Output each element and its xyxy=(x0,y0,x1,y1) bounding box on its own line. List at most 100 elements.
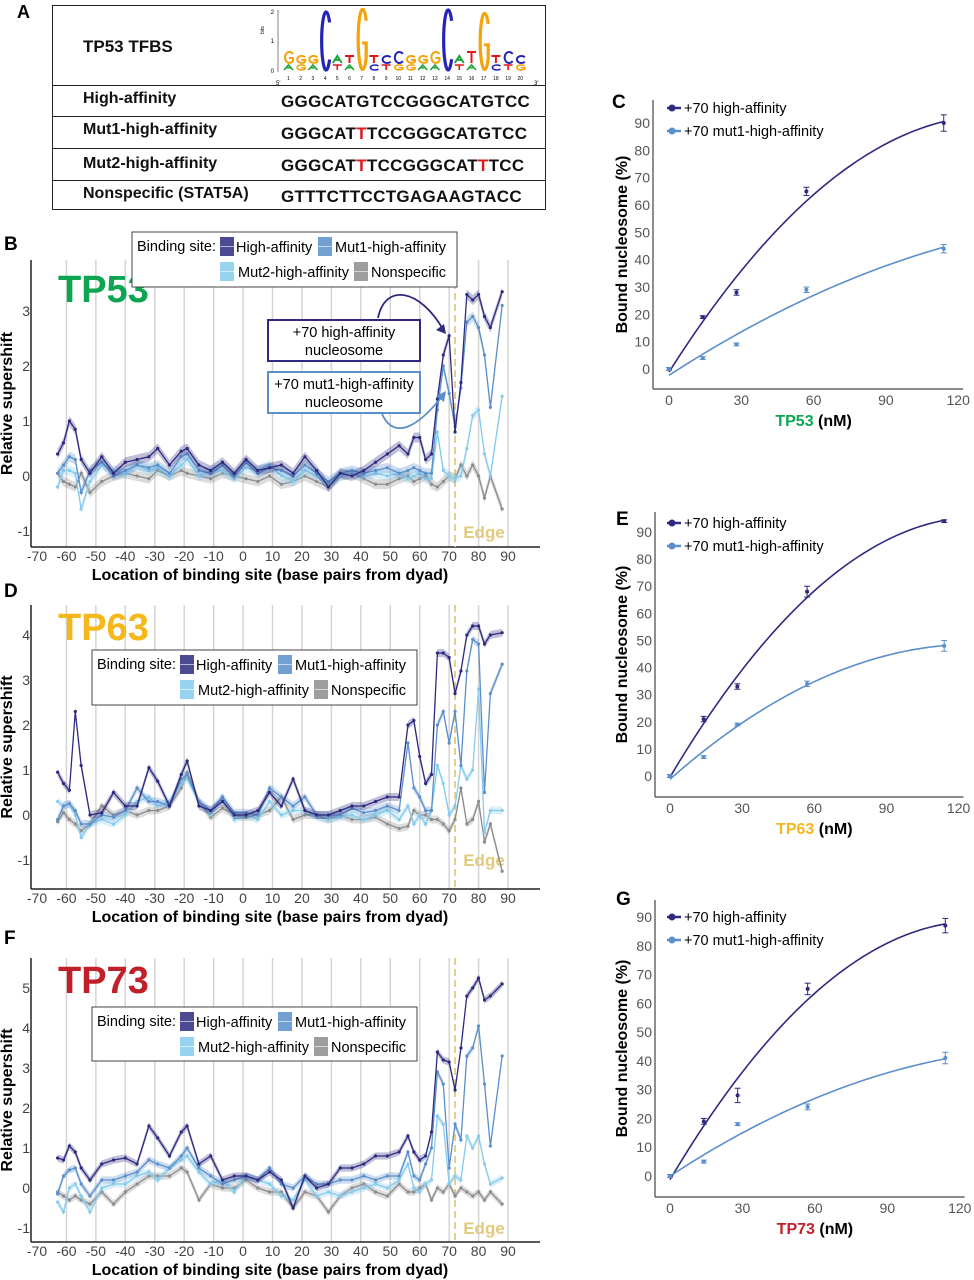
data-point xyxy=(147,766,151,770)
panel-g-chart: 0 10 20 30 40 50 60 70 80 90 0 30 60 90 120 TP73 (nM) Bo… xyxy=(614,900,972,1238)
data-point xyxy=(156,1162,160,1166)
data-point xyxy=(73,709,77,714)
data-point xyxy=(100,1190,104,1194)
data-point xyxy=(412,479,416,484)
data-point xyxy=(135,463,139,467)
x-tick-label: 30 xyxy=(734,800,750,816)
data-point xyxy=(256,471,260,475)
data-point xyxy=(232,474,236,478)
x-axis-label: TP73 (nM) xyxy=(777,1221,853,1238)
data-point xyxy=(441,1082,445,1086)
data-point xyxy=(244,1174,248,1178)
legend-label: High-affinity xyxy=(196,1015,273,1031)
data-point xyxy=(279,463,283,467)
data-point xyxy=(488,1144,492,1148)
y-tick-label: 40 xyxy=(636,1053,652,1069)
data-point xyxy=(734,290,739,295)
data-point xyxy=(412,1186,416,1190)
data-point xyxy=(256,468,260,473)
data-point xyxy=(79,471,83,475)
series-line xyxy=(57,688,503,840)
x-tick-label: 50 xyxy=(382,1243,398,1259)
data-point xyxy=(424,822,428,826)
sequence-letter: G xyxy=(480,92,495,111)
data-point xyxy=(350,1178,354,1182)
data-point xyxy=(397,444,401,448)
logo-position: 3 xyxy=(312,76,315,82)
logo-letter-glyph xyxy=(515,55,526,64)
data-point xyxy=(56,1200,60,1204)
data-point xyxy=(197,799,201,804)
logo-position: 15 xyxy=(457,76,463,82)
data-point xyxy=(471,624,475,628)
data-point xyxy=(256,1178,260,1182)
sequence-letter: C xyxy=(511,156,525,175)
data-point xyxy=(406,741,410,745)
sequence-letter: G xyxy=(308,92,322,111)
data-point xyxy=(385,482,389,486)
data-point xyxy=(73,485,77,489)
data-point xyxy=(338,813,342,817)
data-point xyxy=(79,829,83,833)
data-point xyxy=(362,1162,366,1166)
data-point xyxy=(412,808,416,813)
logo-position: 8 xyxy=(373,76,376,82)
data-point xyxy=(185,759,189,763)
x-tick-label: 120 xyxy=(947,800,971,816)
data-point xyxy=(412,718,416,723)
data-point xyxy=(197,1166,201,1170)
data-point xyxy=(441,781,445,786)
y-tick-label: -1 xyxy=(18,523,31,539)
data-point xyxy=(315,1182,319,1186)
sequence-letter: T xyxy=(294,187,306,206)
data-point xyxy=(350,817,354,822)
data-point xyxy=(338,474,342,478)
sequence-letter: G xyxy=(294,124,309,143)
data-point xyxy=(418,1186,422,1190)
logo-letter-glyph xyxy=(307,63,318,71)
data-point xyxy=(412,822,416,826)
data-point xyxy=(350,1186,354,1190)
data-point xyxy=(326,817,331,822)
data-point xyxy=(435,430,439,434)
data-point xyxy=(303,1174,307,1178)
x-axis-unit: (nM) xyxy=(815,1221,853,1238)
sequence-letter: T xyxy=(474,187,485,206)
data-point xyxy=(500,1054,504,1058)
logo-letter-glyph xyxy=(406,54,416,64)
x-axis-label: TP53 (nM) xyxy=(775,413,851,430)
chart-title: TP63 xyxy=(58,607,149,649)
data-point xyxy=(435,408,439,412)
x-tick-label: 0 xyxy=(239,548,247,564)
data-point xyxy=(453,477,457,481)
sequence-letter: G xyxy=(308,156,322,175)
legend-label: Mut1-high-affinity xyxy=(335,240,447,256)
data-point xyxy=(244,466,248,470)
data-point xyxy=(156,808,160,813)
data-point xyxy=(373,799,378,804)
sequence-letter: C xyxy=(321,124,335,143)
data-point xyxy=(435,1050,439,1054)
data-point xyxy=(441,364,445,368)
y-tick-label: 30 xyxy=(636,1082,652,1098)
data-point xyxy=(804,189,809,194)
data-point xyxy=(156,804,160,808)
data-point xyxy=(447,741,451,745)
data-point xyxy=(397,1174,401,1178)
x-tick-label: 10 xyxy=(265,890,281,906)
data-point xyxy=(477,474,481,478)
data-point xyxy=(179,1158,183,1162)
y-tick-label: 50 xyxy=(636,632,652,648)
series-ribbon xyxy=(57,460,503,514)
data-point xyxy=(220,806,225,810)
data-point xyxy=(418,813,422,817)
data-point xyxy=(397,1150,401,1154)
data-point xyxy=(350,1166,354,1170)
data-point xyxy=(471,463,475,467)
data-point xyxy=(88,490,92,495)
data-point xyxy=(435,763,439,768)
sequence-letter: C xyxy=(380,92,393,111)
data-point xyxy=(385,452,389,456)
data-point xyxy=(362,1182,366,1186)
sequence-letter: G xyxy=(402,124,417,143)
